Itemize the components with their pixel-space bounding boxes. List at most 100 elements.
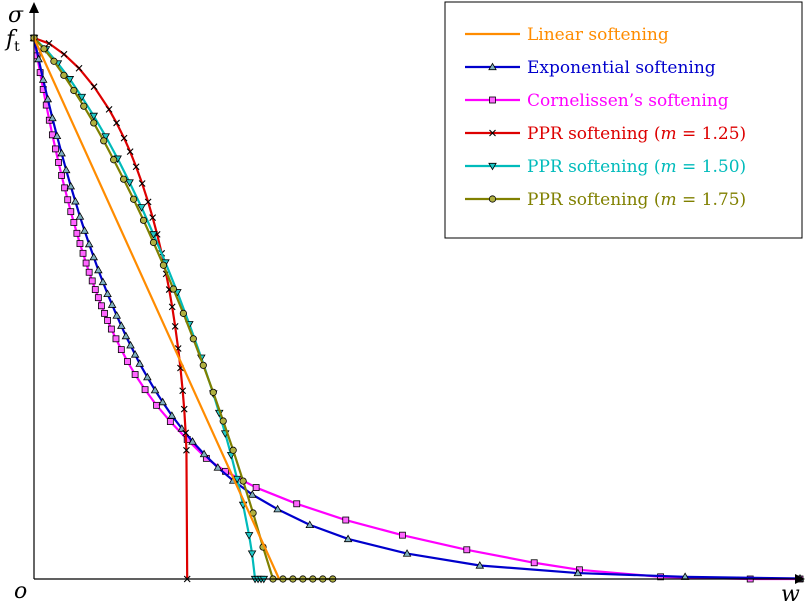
series-ppr-m125-marker [126, 148, 134, 155]
legend-swatch-ppr-m125-marker [489, 129, 496, 137]
series-ppr-m175-marker [110, 156, 118, 164]
legend-label-ppr-m175: PPR softening (m = 1.75) [527, 190, 746, 210]
series-exponential-marker [188, 437, 197, 445]
series-exponential-marker [150, 385, 160, 394]
legend-entry-exponential: Exponential softening [465, 58, 716, 78]
series-exponential-marker [98, 277, 108, 286]
series-exponential-marker [80, 226, 89, 234]
series-ppr-m150-marker [65, 76, 75, 84]
series-ppr-m125-marker [171, 322, 179, 330]
series-exponential-marker [34, 54, 43, 63]
legend-entry-linear: Linear softening [465, 25, 669, 45]
legend-entry-ppr-m175: PPR softening (m = 1.75) [465, 190, 746, 210]
series-exponential-marker [48, 113, 57, 122]
series-ppr-m150-marker [244, 532, 254, 540]
series-exponential-marker [107, 300, 117, 308]
series-cornelissen-marker [293, 500, 301, 508]
series-exponential-marker [75, 212, 85, 220]
legend-label-cornelissen: Cornelissen’s softening [527, 91, 729, 111]
series-exponential-marker [402, 549, 412, 557]
series-ppr-m175-marker [209, 388, 217, 396]
series-ppr-m175-marker [40, 45, 48, 53]
series-ppr-m125-marker [144, 198, 152, 206]
series-exponential-marker [94, 265, 103, 274]
series-cornelissen-marker [112, 335, 120, 343]
legend-label-linear: Linear softening [527, 25, 669, 45]
series-cornelissen-marker [153, 401, 160, 409]
series-cornelissen-marker [94, 294, 102, 302]
series-ppr-m175-marker [50, 57, 58, 65]
series-exponential-marker [248, 490, 257, 498]
series-cornelissen-marker [91, 286, 99, 293]
series-cornelissen-marker [85, 268, 93, 276]
series-ppr-m175-marker [149, 238, 158, 247]
series-exponential-marker [117, 321, 126, 329]
series-ppr-m175-marker [80, 102, 88, 110]
series-cornelissen-line [32, 37, 800, 581]
series-ppr-m150-marker [232, 475, 242, 484]
series-ppr-m125-marker [75, 64, 83, 72]
series-ppr-m175-marker [60, 71, 68, 79]
series-ppr-m125-marker [120, 134, 128, 142]
y-axis-label: σ [8, 3, 24, 28]
series-ppr-m175-marker [199, 361, 207, 369]
series-exponential-marker [112, 311, 122, 319]
series-ppr-m175-marker [70, 86, 78, 95]
series-ppr-m150 [29, 34, 269, 584]
series-cornelissen-marker [463, 546, 471, 554]
y-axis-arrow [29, 2, 39, 13]
x-axis-arrow [795, 574, 805, 584]
series-cornelissen-marker [52, 145, 59, 153]
series-ppr-m150-line [33, 37, 264, 581]
series-cornelissen-marker [117, 346, 125, 354]
series-exponential-marker [305, 520, 315, 528]
series-cornelissen-marker [530, 559, 538, 567]
series-exponential-marker [89, 252, 99, 261]
series-cornelissen-marker [61, 184, 69, 192]
legend-swatch-cornelissen-marker [489, 96, 496, 104]
series-cornelissen-marker [107, 325, 115, 333]
series-ppr-m125-marker [132, 163, 140, 171]
series-ppr-m125-marker [182, 429, 190, 437]
series-exponential-marker [130, 350, 140, 358]
series-exponential-marker [177, 424, 187, 432]
series-ppr-m125-marker [45, 40, 53, 47]
series-ppr-m125-marker [113, 119, 120, 127]
series-ppr-m150-marker [101, 133, 110, 141]
series-ppr-m125-marker [138, 180, 146, 187]
series-exponential-marker [475, 561, 485, 569]
series-ppr-m175-marker [159, 261, 168, 269]
series-cornelissen-marker [252, 484, 260, 491]
series-cornelissen-marker [79, 249, 87, 257]
series-cornelissen-marker [399, 531, 406, 539]
series-exponential-marker [273, 504, 282, 513]
legend-swatch-exponential-marker [488, 62, 497, 71]
legend-entry-ppr-m125: PPR softening (m = 1.25) [465, 124, 746, 144]
series-ppr-m150-marker [77, 93, 87, 102]
series-exponential [29, 33, 805, 582]
x-axis-label: w [781, 582, 800, 604]
series-exponential-marker [167, 411, 177, 419]
series-ppr-m125-marker [105, 106, 113, 113]
y-tick-label-sub: t [14, 39, 20, 55]
series-ppr-m125-marker [180, 405, 188, 413]
series-exponential-marker [57, 148, 66, 157]
legend-label-exponential: Exponential softening [527, 58, 716, 78]
y-tick-label: ft [4, 27, 20, 55]
series-exponential-marker [61, 165, 71, 174]
series-cornelissen-marker [70, 219, 78, 226]
series-cornelissen-marker [124, 358, 131, 365]
series-ppr-m150-marker [125, 179, 134, 187]
series-cornelissen-marker [104, 317, 111, 324]
series-cornelissen-marker [76, 240, 84, 247]
series-cornelissen-marker [131, 371, 139, 378]
series-ppr-m175-marker [219, 417, 227, 425]
series-ppr-m175-marker [129, 195, 138, 203]
series-ppr-m125 [30, 34, 191, 583]
series-cornelissen-marker [58, 172, 65, 179]
series-exponential-marker [66, 181, 76, 190]
series-cornelissen-marker [342, 516, 350, 524]
legend-entry-cornelissen: Cornelissen’s softening [465, 91, 729, 111]
legend: Linear softening Exponential softening Cor… [444, 1, 803, 239]
